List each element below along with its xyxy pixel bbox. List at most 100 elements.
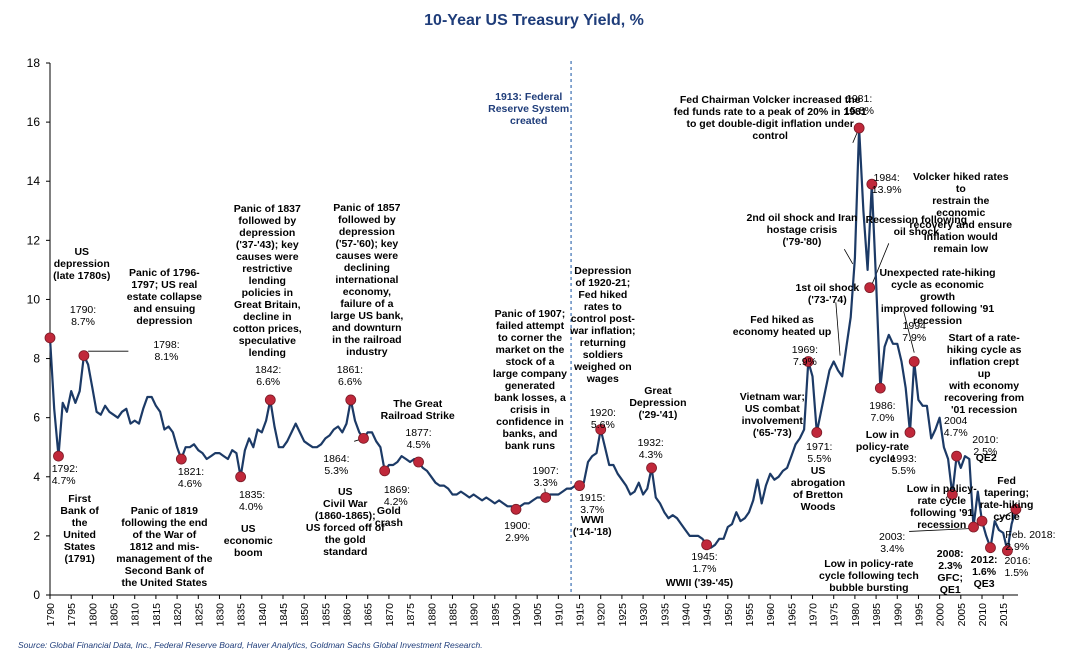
- annotation-label: Vietnam war; US combat involvement ('65-…: [739, 391, 805, 440]
- y-tick-label: 0: [33, 588, 40, 602]
- x-tick-label: 1845: [278, 603, 290, 627]
- annotation-label: Fed tapering; rate-hiking cycle: [979, 475, 1034, 524]
- annotation-label: Panic of 1907; failed attempt to corner …: [492, 308, 568, 453]
- event-marker: [595, 424, 607, 435]
- x-tick-label: 1865: [363, 603, 375, 627]
- event-marker: [904, 427, 916, 438]
- event-marker: [345, 394, 357, 406]
- event-marker: [235, 471, 247, 483]
- annotation-label: 1907: 3.3%: [532, 464, 559, 489]
- annotation-label: 2003: 3.4%: [879, 531, 906, 556]
- annotation-label: 1861: 6.6%: [336, 364, 364, 389]
- x-tick-label: 1810: [130, 603, 142, 627]
- event-marker: [510, 503, 522, 515]
- x-tick-label: 1930: [638, 603, 650, 627]
- annotation-label: 2010: 2.5%: [972, 433, 999, 458]
- event-marker: [701, 539, 713, 551]
- annotation-label: 1835: 4.0%: [238, 488, 266, 513]
- annotation-label: Fed Chairman Volcker increased the fed f…: [673, 94, 867, 143]
- event-marker: [44, 332, 56, 344]
- annotation-label: Start of a rate- hiking cycle as inflati…: [944, 331, 1025, 416]
- annotation-label: Feb. 2018: 2.9%: [1005, 528, 1056, 553]
- annotation-label: 2nd oil shock and Iran hostage crisis ('…: [746, 212, 858, 249]
- event-marker: [78, 350, 90, 362]
- event-marker: [864, 282, 876, 294]
- x-tick-label: 1880: [426, 603, 438, 627]
- event-marker: [574, 480, 585, 492]
- x-tick-label: 1800: [87, 603, 99, 627]
- x-tick-label: 1855: [320, 603, 332, 627]
- x-tick-label: 1955: [744, 603, 756, 627]
- event-marker: [1010, 503, 1022, 515]
- annotation-label: 2008: 2.3% GFC; QE1: [936, 547, 964, 596]
- event-marker: [264, 394, 276, 406]
- x-tick-label: 1960: [765, 603, 777, 627]
- chart-title: 10-Year US Treasury Yield, %: [424, 12, 644, 29]
- annotation-label: 1900: 2.9%: [504, 519, 531, 544]
- annotation-label: 1969: 7.9%: [791, 343, 819, 368]
- annotation-label: First Bank of the United States (1791): [60, 493, 99, 566]
- event-marker: [853, 122, 865, 134]
- x-tick-label: 1805: [109, 603, 121, 627]
- x-tick-label: 1975: [829, 603, 841, 627]
- x-tick-label: 1900: [511, 603, 523, 627]
- source-note: Source: Global Financial Data, Inc., Fed…: [18, 640, 483, 650]
- annotation-label: 1945: 1.7%: [691, 550, 718, 575]
- annotation-label: 1993: 5.5%: [890, 453, 917, 478]
- event-marker: [175, 453, 187, 465]
- x-tick-label: 1905: [532, 603, 544, 627]
- annotation-label: 1932: 4.3%: [637, 436, 664, 461]
- annotation-label: US depression (late 1780s): [53, 246, 111, 283]
- annotation-label: 1981: 15.8%: [844, 92, 875, 117]
- x-tick-label: 2010: [977, 603, 989, 627]
- event-marker: [379, 465, 391, 477]
- y-tick-label: 2: [33, 529, 40, 543]
- annotation-label: Depression of 1920-21; Fed hiked rates t…: [570, 265, 636, 386]
- x-tick-label: 2005: [956, 603, 968, 627]
- annotation-label: Fed hiked as economy heated up: [732, 314, 832, 339]
- annotation-label: US abrogation of Bretton Woods: [790, 464, 846, 513]
- x-tick-label: 1830: [214, 603, 226, 627]
- annotation-label: 1984: 13.9%: [871, 172, 902, 197]
- annotation-label: Gold crash: [374, 504, 403, 529]
- annotation-label: Recession following oil shock: [865, 213, 968, 238]
- event-marker: [976, 515, 988, 527]
- event-marker: [802, 356, 814, 367]
- annotation-label: 1842: 6.6%: [255, 364, 282, 389]
- event-marker: [985, 542, 996, 554]
- annotation-label: WWI ('14-'18): [572, 513, 612, 538]
- annotation-connector: [909, 528, 972, 532]
- annotation-label: Low in policy-rate cycle following tech …: [818, 558, 919, 595]
- x-tick-label: 1945: [702, 603, 714, 627]
- y-tick-label: 10: [27, 292, 41, 306]
- annotation-connector: [871, 243, 890, 285]
- annotation-label: WWII ('39-'45): [665, 577, 734, 590]
- event-marker: [358, 432, 369, 444]
- annotation-label: The Great Railroad Strike: [380, 398, 455, 423]
- event-marker: [53, 450, 64, 462]
- x-tick-label: 1875: [405, 603, 417, 627]
- event-marker: [946, 489, 958, 500]
- x-tick-label: 1990: [892, 603, 904, 627]
- x-tick-label: 1825: [193, 603, 205, 627]
- annotation-label: Panic of 1819 following the end of the W…: [116, 504, 213, 589]
- x-tick-label: 1925: [617, 603, 629, 627]
- annotation-label: 1821: 4.6%: [177, 466, 205, 491]
- x-tick-label: 1935: [659, 603, 671, 627]
- x-tick-label: 1885: [447, 603, 459, 627]
- annotation-label: Great Depression ('29-'41): [629, 385, 687, 422]
- annotation-label: US Civil War (1860-1865); US forced off …: [305, 485, 385, 558]
- annotation-label: 1st oil shock ('73-'74): [795, 281, 860, 306]
- x-tick-label: 1965: [786, 603, 798, 627]
- annotation-label: US economic boom: [223, 522, 273, 559]
- x-tick-label: 1895: [490, 603, 502, 627]
- annotation-connector: [903, 311, 915, 353]
- event-marker: [811, 427, 823, 438]
- annotation-label: Volcker hiked rates to restrain the econ…: [909, 170, 1013, 255]
- event-marker: [540, 492, 552, 503]
- annotation-label: 1798: 8.1%: [153, 339, 180, 364]
- event-marker: [1002, 545, 1013, 557]
- event-marker: [646, 462, 657, 474]
- y-tick-label: 8: [33, 352, 40, 366]
